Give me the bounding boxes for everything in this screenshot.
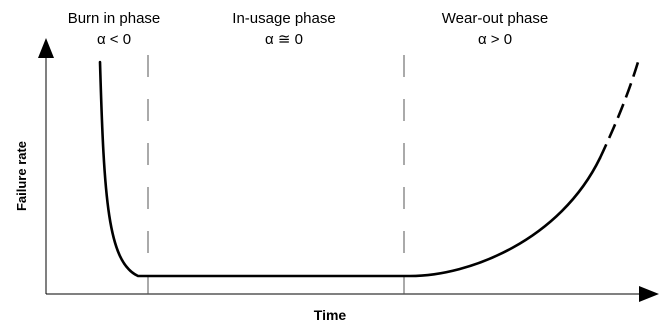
failure-rate-curve-extrapolation: [598, 61, 640, 159]
burn-in-phase-title: Burn in phase: [68, 10, 161, 27]
x-axis-label: Time: [314, 307, 347, 323]
x-axis-arrowhead: [639, 286, 659, 302]
in-usage-phase-condition: α ≅ 0: [265, 31, 303, 48]
wear-out-phase-condition: α > 0: [478, 31, 512, 48]
failure-rate-curve: [98, 60, 602, 278]
in-usage-phase-title: In-usage phase: [232, 10, 335, 27]
burn-in-phase-condition: α < 0: [97, 31, 131, 48]
wear-out-phase-title: Wear-out phase: [442, 10, 548, 27]
y-axis-arrowhead: [38, 38, 54, 58]
y-axis-label: Failure rate: [14, 141, 29, 211]
